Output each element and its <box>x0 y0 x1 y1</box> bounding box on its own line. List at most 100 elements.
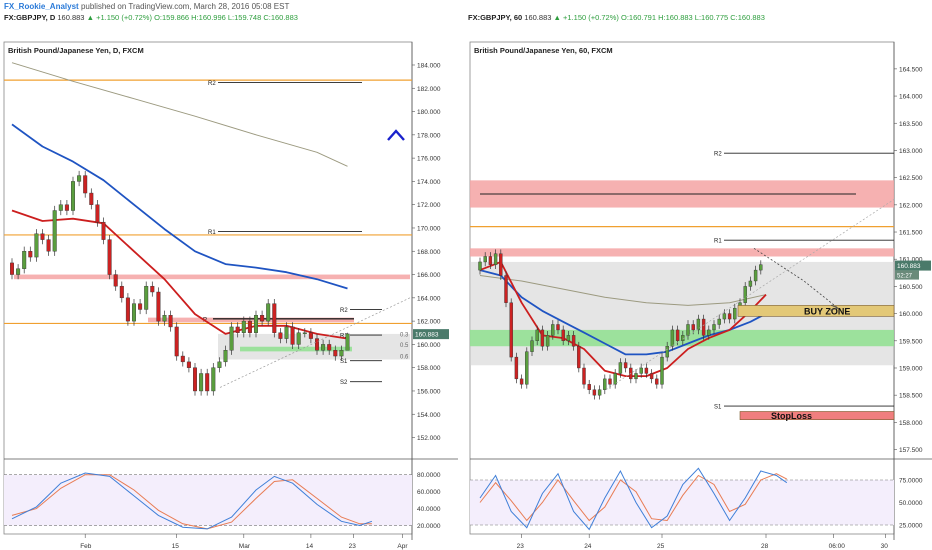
left-xtick-label: 14 <box>306 543 314 550</box>
left-xtick-label: Feb <box>80 543 92 550</box>
right-buy-zone-box <box>737 305 895 317</box>
right-candle-body <box>519 378 524 385</box>
right-stoch-k <box>479 467 788 531</box>
right-xtick-label: 25 <box>657 543 665 550</box>
left-candle-body <box>321 344 326 351</box>
left-candle-body <box>253 315 258 333</box>
left-candle-body <box>345 333 350 351</box>
right-candle-body <box>603 378 607 390</box>
left-frame <box>3 41 413 535</box>
left-symbol: FX:GBPJPY, D <box>4 13 56 22</box>
right-projection-path <box>753 248 839 309</box>
right-ytick-label: 158.000 <box>899 420 923 427</box>
left-candle-body <box>70 181 75 211</box>
left-last-price-label: 160.883 <box>415 332 439 339</box>
left-candle-body <box>315 338 320 351</box>
left-candle-body <box>284 326 289 339</box>
left-ytick-label: 174.000 <box>417 179 441 186</box>
left-candle-body <box>180 355 185 363</box>
left-ytick-label: 176.000 <box>417 156 441 163</box>
right-candle-body <box>597 389 602 396</box>
left-candle-body <box>339 350 344 357</box>
left-ytick-label: 162.000 <box>417 319 441 326</box>
publish-line: FX_Rookie_Analyst published on TradingVi… <box>4 2 289 11</box>
left-last-price-tag <box>413 329 449 340</box>
right-candle-body <box>696 318 701 331</box>
right-stoch-band <box>470 480 894 525</box>
left-candle-body <box>241 320 246 333</box>
right-ytick-label: 158.500 <box>899 393 923 400</box>
left-ytick-label: 164.000 <box>417 295 441 302</box>
right-ytick-label: 161.500 <box>899 230 923 237</box>
daily-chart[interactable]: British Pound/Japanese Yen, D, FXCM 152.0… <box>0 24 466 550</box>
left-ohlc: O:159.866 H:160.996 L:159.748 C:160.883 <box>154 13 298 22</box>
left-pivot-label-r1: R1 <box>208 230 216 236</box>
left-candle-body <box>131 303 136 322</box>
right-ema-red <box>479 261 767 377</box>
left-stoch-band <box>4 474 412 526</box>
left-pivot-label-s1: S1 <box>340 359 348 365</box>
left-candle-body <box>205 373 210 392</box>
right-candle-body <box>753 269 758 282</box>
left-up-arrow-icon <box>387 129 405 141</box>
right-candle-body <box>561 329 565 341</box>
right-last-price-label: 160.883 <box>897 263 921 270</box>
right-buy-zone-label: BUY ZONE <box>804 306 850 316</box>
right-candle-body <box>535 329 539 341</box>
right-dotted-trendline <box>605 199 895 391</box>
right-last-price-tag <box>895 260 931 271</box>
left-pivot-label-r2: R2 <box>340 308 348 314</box>
right-last: 160.883 <box>524 13 552 22</box>
left-ytick-label: 152.000 <box>417 435 441 442</box>
right-ytick-label: 163.000 <box>899 148 923 155</box>
right-candle-body <box>675 329 680 341</box>
right-candle-body <box>504 275 508 303</box>
left-candle-body <box>217 361 222 368</box>
left-candle-body <box>107 239 112 275</box>
left-candle-body <box>119 285 124 299</box>
left-zone-resistance <box>14 274 410 280</box>
left-candle-body <box>28 251 33 258</box>
left-candle-body <box>266 303 271 322</box>
right-stoch-tick-label: 50.0000 <box>899 500 923 507</box>
left-xtick-label: 23 <box>349 543 357 550</box>
left-candle-body <box>77 175 82 182</box>
left-candle-body <box>34 233 39 258</box>
left-stoch-tick-label: 40.0000 <box>417 506 441 513</box>
right-candle-body <box>493 253 498 265</box>
right-xtick-label: 24 <box>584 543 592 550</box>
left-zone-resistance <box>148 317 354 323</box>
left-candle-body <box>229 326 234 351</box>
hourly-chart[interactable]: British Pound/Japanese Yen, 60, FXCM 157.… <box>466 24 932 550</box>
right-candle-body <box>587 384 591 390</box>
left-sma-olive <box>11 62 348 167</box>
right-candle-body <box>691 324 695 331</box>
right-ytick-label: 159.000 <box>899 365 923 372</box>
right-projection-arrowhead-icon <box>829 304 840 311</box>
right-candle-body <box>530 340 534 352</box>
left-candle-body <box>150 285 155 293</box>
left-stoch-k <box>11 472 373 530</box>
right-candle-body <box>623 362 628 369</box>
left-candle-body <box>278 332 283 339</box>
right-candle-body <box>649 373 654 380</box>
right-ytick-label: 157.500 <box>899 447 923 454</box>
right-candle-body <box>540 329 545 347</box>
left-ytick-label: 178.000 <box>417 132 441 139</box>
left-ytick-label: 172.000 <box>417 202 441 209</box>
left-candle-body <box>199 373 204 392</box>
right-ytick-label: 160.000 <box>899 311 923 318</box>
left-dotted-trendline <box>219 297 411 388</box>
left-candle-body <box>113 274 118 287</box>
right-ytick-label: 160.500 <box>899 284 923 291</box>
left-fib-label: 0.3 <box>400 332 409 338</box>
left-ytick-label: 158.000 <box>417 365 441 372</box>
right-ytick-label: 164.500 <box>899 66 923 73</box>
left-panel: British Pound/Japanese Yen, D, FXCM 152.0… <box>3 41 458 550</box>
author-link[interactable]: FX_Rookie_Analyst <box>4 2 79 11</box>
right-candle-body <box>509 302 513 358</box>
right-stoploss-box <box>739 411 895 420</box>
right-candle-body <box>743 286 747 303</box>
left-candle-body <box>156 291 161 322</box>
right-countdown-label: 52:27 <box>897 274 913 280</box>
